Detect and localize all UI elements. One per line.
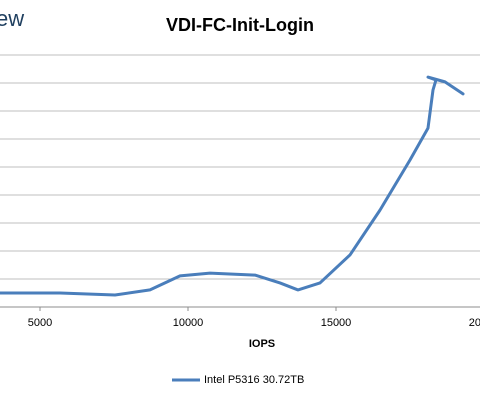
x-tick-label: 10000 bbox=[173, 317, 204, 329]
x-tick-label: 15000 bbox=[321, 317, 352, 329]
line-series bbox=[0, 75, 465, 297]
legend-label: Intel P5316 30.72TB bbox=[204, 374, 304, 386]
brand: ew bbox=[0, 6, 24, 31]
chart-title: VDI-FC-Init-Login bbox=[166, 15, 314, 35]
x-tick-label: 5000 bbox=[28, 317, 52, 329]
x-tick-label: 20000 bbox=[469, 317, 480, 329]
x-axis-label: IOPS bbox=[249, 338, 275, 350]
